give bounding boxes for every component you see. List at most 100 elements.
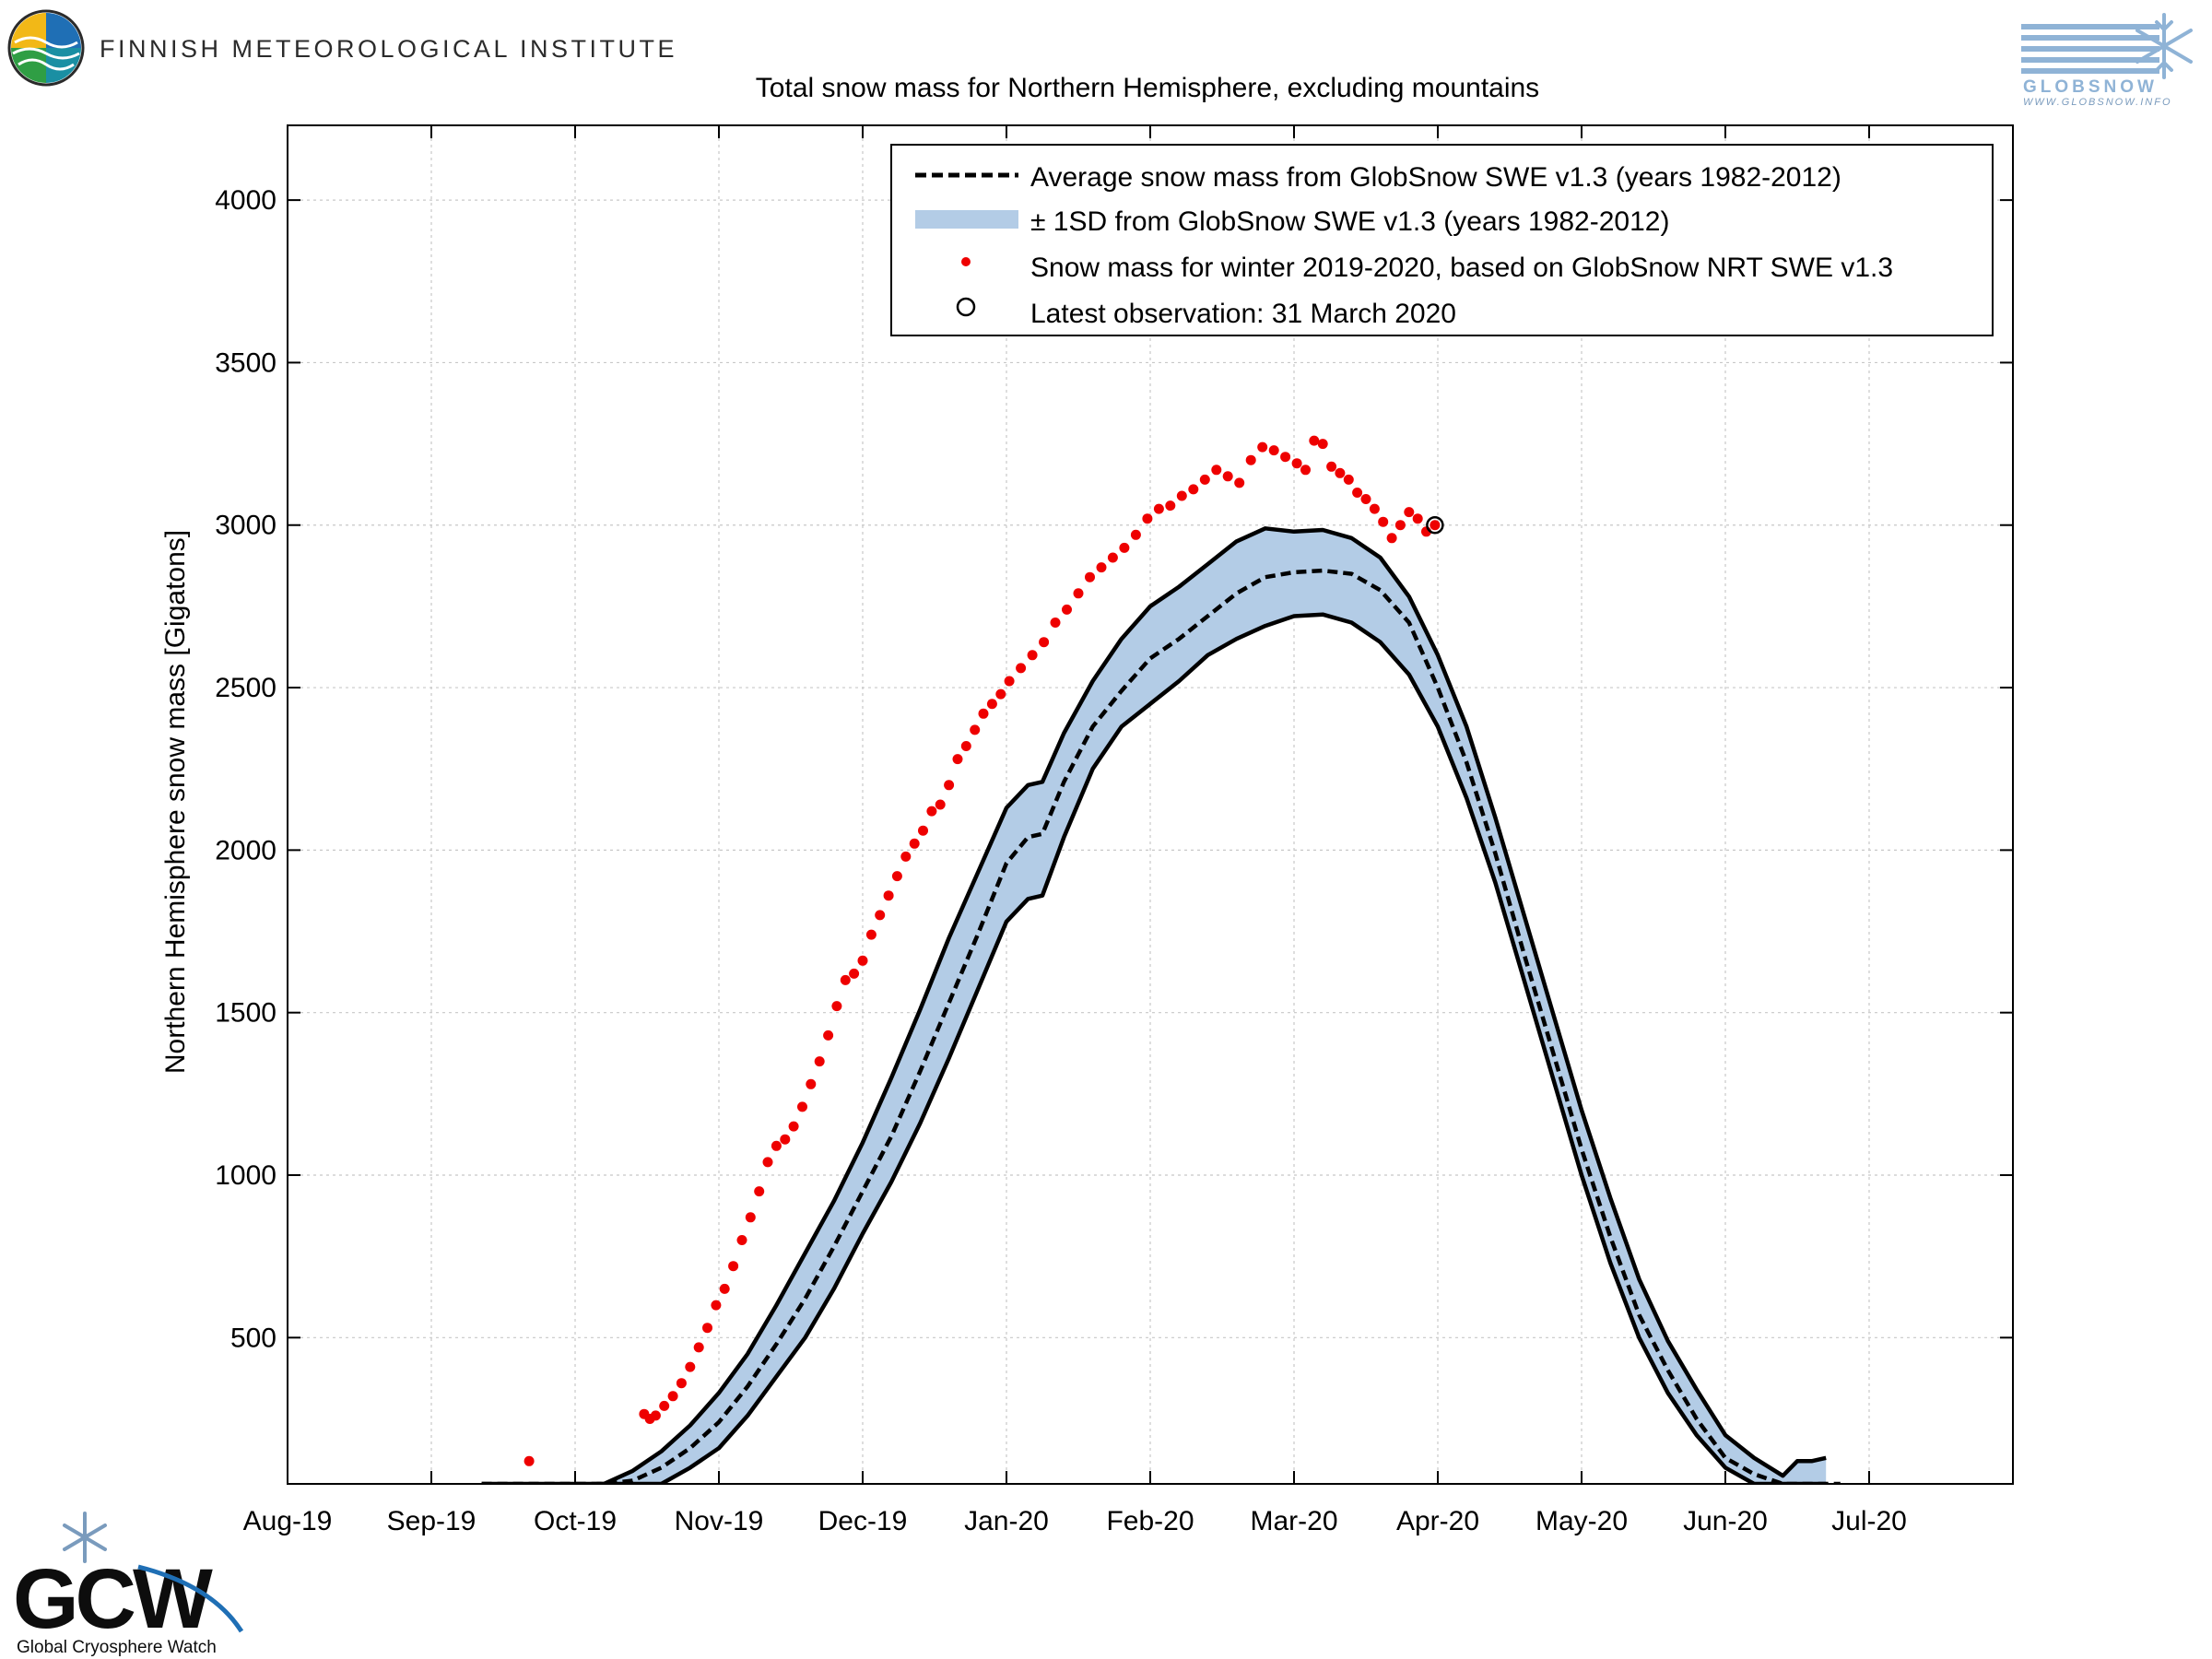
observation-point [1309,435,1320,446]
observation-point [1430,520,1441,531]
observation-point [1142,513,1153,524]
legend-entry-circle: Latest observation: 31 March 2020 [1030,299,1456,329]
gcw-snowflake-icon [63,1512,107,1563]
observation-point [659,1400,670,1411]
y-tick-label: 3500 [215,347,276,378]
observation-point [1317,439,1328,450]
observation-point [1300,465,1311,476]
observation-point [736,1235,747,1245]
chart-title: Total snow mass for Northern Hemisphere,… [756,73,1539,103]
x-tick-label: Sep-19 [387,1506,477,1536]
observation-point [891,871,902,882]
observation-point [1176,490,1187,501]
observation-point [970,724,981,735]
institute-name: FINNISH METEOROLOGICAL INSTITUTE [100,35,677,63]
observation-point [1073,588,1084,599]
latest-observation-marker [1426,515,1444,535]
observation-point [676,1378,687,1389]
observation-point [1343,474,1354,485]
observation-point [1386,533,1397,544]
observation-point [1119,542,1130,553]
observation-point [918,825,928,836]
observation-point [711,1300,722,1311]
y-tick-label: 1000 [215,1160,276,1191]
sd-band [481,528,1827,1484]
observation-point [823,1030,834,1041]
legend-swatch-circle [956,297,976,317]
observation-point [1016,663,1027,674]
observation-point [1326,461,1337,472]
gcw-swoosh [137,1564,244,1633]
x-tick-label: Dec-19 [818,1506,908,1536]
observation-point [1199,474,1210,485]
x-tick-label: Oct-19 [534,1506,617,1536]
x-tick-label: May-20 [1535,1506,1628,1536]
observation-point [1257,441,1268,453]
x-tick-label: Apr-20 [1396,1506,1479,1536]
observation-point [875,910,886,921]
observation-point [909,838,920,849]
observation-point [1107,552,1118,563]
observation-point [865,929,877,940]
legend: Average snow mass from GlobSnow SWE v1.3… [890,144,1994,336]
observation-point [806,1078,817,1089]
x-tick-label: Jul-20 [1831,1506,1907,1536]
observation-point [1369,503,1380,514]
y-tick-label: 4000 [215,185,276,216]
fmi-logo-blue-half [46,13,81,48]
x-tick-label: Nov-19 [675,1506,764,1536]
observation-point [788,1121,799,1132]
observation-point [771,1140,782,1151]
y-tick-label: 2500 [215,673,276,703]
gcw-logo: GCW Global Cryosphere Watch [13,1512,244,1657]
observation-point [1130,529,1141,540]
legend-entry-mean: Average snow mass from GlobSnow SWE v1.3… [1030,162,1841,193]
observation-point [1222,471,1233,482]
observation-point [702,1323,712,1334]
observation-point [995,688,1006,700]
observation-point [1335,467,1346,478]
fmi-logo [7,9,85,87]
mean-line [481,568,1841,1484]
y-tick-label: 3000 [215,511,276,541]
x-tick-label: Feb-20 [1106,1506,1194,1536]
observation-point [883,890,894,901]
observation-point [857,955,868,966]
fmi-logo-teal-half [46,48,81,83]
observation-point [1412,513,1423,524]
observation-point [667,1391,678,1402]
observation-point [1027,650,1038,661]
globsnow-url: WWW.GLOBSNOW.INFO [2023,97,2172,108]
observation-point [719,1283,730,1294]
observation-point [986,699,997,710]
observation-point [1062,604,1072,615]
observation-point [728,1261,739,1272]
observation-point [952,754,963,765]
observation-point [1394,520,1406,531]
legend-entry-dot: Snow mass for winter 2019-2020, based on… [1030,253,1893,283]
observation-point [831,1001,842,1012]
y-tick-label: 500 [230,1323,276,1353]
observation-point [944,780,955,791]
observation-point [1153,503,1164,514]
observation-point [960,741,971,751]
observation-point [754,1186,765,1197]
observation-point [1096,562,1107,573]
observation-point [849,968,860,979]
legend-box [890,144,1994,336]
observation-point [524,1455,535,1466]
plot-area: 500 1000 1500 2000 2500 3000 3500 4000 Aug-19 Sep… [215,124,2014,1536]
observation-point [1378,516,1389,527]
observation-point [745,1212,756,1223]
x-tick-label: Jun-20 [1683,1506,1768,1536]
observation-point [926,806,937,817]
x-tick-label: Jan-20 [964,1506,1049,1536]
observation-point [780,1134,791,1145]
observation-point [814,1056,825,1067]
legend-entry-band: ± 1SD from GlobSnow SWE v1.3 (years 1982… [1030,206,1669,237]
observation-point [797,1101,807,1112]
globsnow-wordmark: GLOBSNOW [2023,77,2158,97]
fmi-logo-green-half [11,48,46,83]
gcw-wordmark: GCW [13,1552,213,1646]
grid [288,125,2013,1484]
